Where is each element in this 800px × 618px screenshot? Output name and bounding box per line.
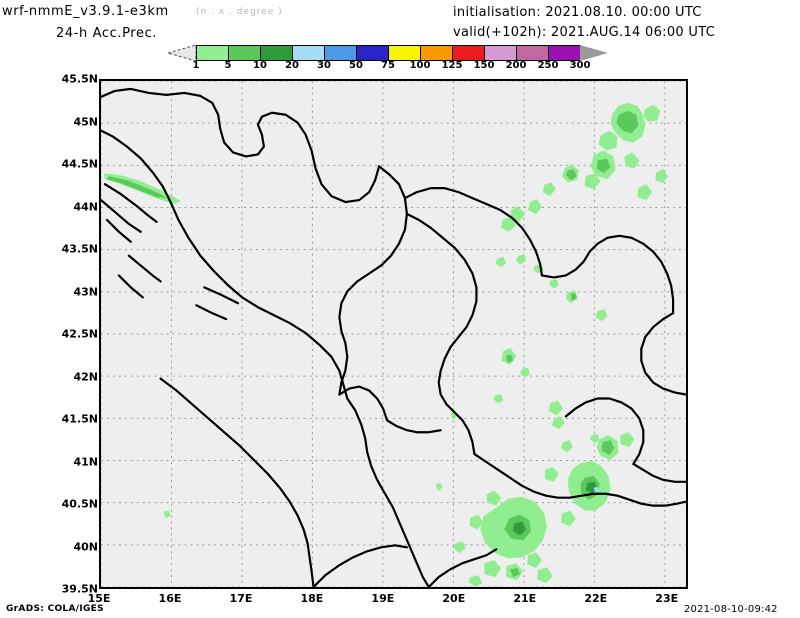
x-axis-tick: 17E	[229, 592, 253, 605]
colorbar-segment	[356, 45, 388, 61]
colorbar-under-tip	[166, 44, 197, 62]
y-axis-tick: 45.5N	[61, 72, 98, 86]
grads-credit: GrADS: COLA/IGES	[6, 604, 104, 614]
colorbar-tick: 20	[285, 60, 299, 71]
x-axis-tick: 22E	[584, 592, 608, 605]
y-axis-tick: 39.5N	[61, 582, 98, 596]
x-axis-tick: 16E	[158, 592, 182, 605]
y-axis-tick: 40.5N	[61, 497, 98, 511]
valid-time: valid(+102h): 2021.AUG.14 06:00 UTC	[453, 25, 716, 40]
y-axis-tick: 45N	[73, 115, 98, 128]
colorbar-tick: 5	[224, 60, 232, 71]
colorbar-segment	[228, 45, 260, 61]
initialisation-time: initialisation: 2021.08.10. 00:00 UTC	[453, 5, 702, 20]
colorbar-tick: 100	[409, 60, 431, 71]
colorbar-tick: 75	[381, 60, 395, 71]
coastlines-and-borders	[101, 87, 686, 587]
precipitation-colorbar	[166, 44, 608, 62]
y-axis-tick: 43N	[73, 285, 98, 298]
y-axis-tick: 43.5N	[61, 242, 98, 256]
colorbar-segment	[420, 45, 452, 61]
y-axis-tick: 42N	[73, 370, 98, 383]
y-axis-tick: 41.5N	[61, 412, 98, 426]
y-axis-tick: 40N	[73, 540, 98, 553]
colorbar-over-tip	[580, 45, 608, 61]
colorbar-segment	[452, 45, 484, 61]
y-axis-tick: 44N	[73, 200, 98, 213]
y-axis-tick: 44.5N	[61, 157, 98, 171]
generation-timestamp: 2021-08-10-09:42	[684, 604, 778, 615]
x-axis-tick: 15E	[87, 592, 111, 605]
colorbar-segment	[516, 45, 548, 61]
x-axis-tick: 21E	[513, 592, 537, 605]
colorbar-tick: 200	[505, 60, 527, 71]
colorbar-tick-labels: 1 5 10 20 30 50 75 100 125 150 200 250 300	[168, 60, 608, 72]
colorbar-tick: 125	[441, 60, 463, 71]
colorbar-tick: 10	[253, 60, 267, 71]
field-title: 24-h Acc.Prec.	[56, 26, 158, 41]
x-axis-tick: 18E	[300, 592, 324, 605]
colorbar-segment	[260, 45, 292, 61]
map-plot-area	[99, 79, 688, 589]
colorbar-tick: 30	[317, 60, 331, 71]
colorbar-segment	[388, 45, 420, 61]
colorbar-segment	[292, 45, 324, 61]
x-axis-tick: 20E	[442, 592, 466, 605]
precipitation-field	[103, 102, 669, 587]
colorbar-tick: 50	[349, 60, 363, 71]
colorbar-segment	[484, 45, 516, 61]
colorbar-tick: 300	[569, 60, 591, 71]
y-axis-tick: 42.5N	[61, 327, 98, 341]
colorbar-tick: 150	[473, 60, 495, 71]
x-axis-tick: 19E	[371, 592, 395, 605]
colorbar-tick: 250	[537, 60, 559, 71]
model-resolution-note: (n . x . degree )	[196, 7, 283, 17]
colorbar-segment	[548, 45, 580, 61]
colorbar-segment	[324, 45, 356, 61]
x-axis-tick: 23E	[655, 592, 679, 605]
map-canvas	[101, 81, 686, 587]
colorbar-tick: 1	[192, 60, 200, 71]
colorbar-segment	[196, 45, 228, 61]
y-axis-tick: 41N	[73, 455, 98, 468]
model-title: wrf-nmmE_v3.9.1-e3km	[2, 4, 169, 19]
